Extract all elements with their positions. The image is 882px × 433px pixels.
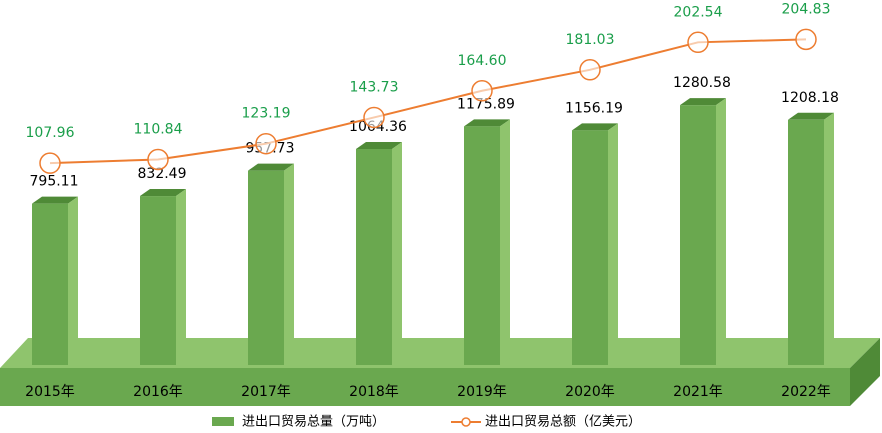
x-tick-label: 2018年: [349, 384, 399, 400]
bar-side: [392, 141, 402, 365]
bar-top: [140, 189, 186, 197]
x-tick-label: 2017年: [241, 384, 291, 400]
bar-front: [788, 119, 824, 365]
bar-side: [284, 163, 294, 365]
line-marker: [579, 59, 601, 81]
legend-marker: [461, 417, 471, 427]
bar-side: [500, 119, 510, 366]
value-label: 1175.89: [457, 96, 515, 112]
bar: [32, 196, 78, 365]
value-label: 832.49: [138, 166, 187, 182]
floor-front: [0, 368, 850, 406]
line-marker: [795, 28, 817, 51]
x-tick-label: 2019年: [457, 384, 507, 400]
bar-top: [32, 196, 78, 204]
floor-side: [850, 338, 880, 406]
line: [49, 38, 807, 165]
bar: [140, 189, 186, 365]
line-value-label: 181.03: [566, 32, 615, 48]
line-marker: [147, 148, 169, 171]
x-tick-label: 2022年: [781, 384, 831, 400]
line-value-label: 123.19: [242, 106, 291, 122]
bar-top: [680, 98, 726, 106]
bar-top: [788, 112, 834, 120]
line-value-label: 204.83: [782, 1, 831, 17]
bar-front: [464, 126, 500, 366]
bar: [680, 98, 726, 366]
value-label: 1156.19: [565, 100, 623, 116]
bar-top: [464, 119, 510, 127]
floor: [0, 338, 880, 406]
x-tick-label: 2020年: [565, 384, 615, 400]
bar: [248, 163, 294, 365]
bar-side: [68, 196, 78, 365]
legend-label: 进出口贸易总量（万吨）: [242, 415, 385, 430]
bar-top: [248, 163, 294, 171]
value-label: 1208.18: [781, 90, 839, 106]
floor-top: [0, 338, 880, 368]
bar-side: [176, 189, 186, 365]
bar-side: [716, 98, 726, 366]
bar-front: [32, 203, 68, 365]
bar-side: [608, 123, 618, 365]
line-marker: [255, 132, 277, 155]
legend-swatch: [212, 417, 234, 426]
bar-front: [680, 105, 716, 366]
line-value-label: 110.84: [134, 121, 183, 137]
line-marker: [39, 152, 61, 174]
line-value-label: 202.54: [674, 4, 723, 20]
x-tick-label: 2021年: [673, 384, 723, 400]
bar-top: [356, 141, 402, 149]
line-value-label: 164.60: [458, 53, 507, 69]
line-value-label: 143.73: [350, 79, 399, 95]
bar-front: [248, 170, 284, 365]
bar: [464, 119, 510, 366]
value-label: 795.11: [30, 174, 79, 190]
bar-side: [824, 112, 834, 365]
bar: [356, 141, 402, 365]
line-marker: [687, 31, 709, 54]
bar-front: [356, 148, 392, 365]
line-marker: [471, 80, 493, 102]
bar: [572, 123, 618, 365]
x-tick-label: 2015年: [25, 384, 75, 400]
line-marker: [363, 106, 385, 129]
legend-label: 进出口贸易总额（亿美元）: [485, 415, 641, 430]
bar: [788, 112, 834, 365]
value-label: 1280.58: [673, 75, 731, 91]
line-value-label: 107.96: [26, 125, 75, 141]
bar-front: [572, 130, 608, 365]
x-tick-label: 2016年: [133, 384, 183, 400]
bar-top: [572, 123, 618, 131]
bar-front: [140, 196, 176, 365]
